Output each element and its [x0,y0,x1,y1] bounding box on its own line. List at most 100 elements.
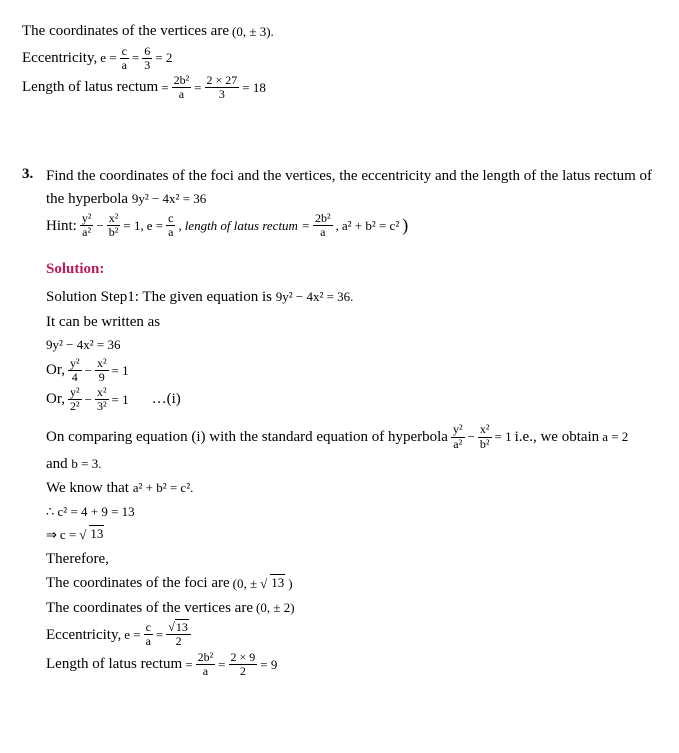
sol-latus: Length of latus rectum = 2b² a = 2 × 9 2… [46,651,657,678]
sol-c: ⇒ c = √13 [46,523,657,546]
frac-num: 2 × 27 [205,74,240,88]
or2-eq: = 1 [112,390,129,410]
ecc-frac-1: c a [144,621,153,648]
step1-eq: 9y² − 4x² = 36. [276,289,354,304]
frac-num: 2b² [313,212,333,226]
frac-den: 3 [205,88,240,101]
hint-latus-text: length of latus rectum = [185,216,310,236]
foci-pre: (0, ± [233,574,257,594]
ecc-rhs: = 2 [155,48,172,68]
frac-den: b² [107,226,121,239]
frac-num: x² [95,357,109,371]
question-body: Find the coordinates of the foci and the… [46,163,657,680]
frac-den: a [172,88,192,101]
sol-or2: Or, y² 2² − x² 3² = 1 …(i) [46,386,657,413]
cmp-text1: On comparing equation (i) with the stand… [46,426,448,449]
know-text: We know that [46,480,133,496]
latus-eq2: = [194,78,201,98]
ecc-mid: = [156,625,163,645]
sol-therefore: Therefore, [46,548,657,571]
cmp-frac-1: y² a² [451,423,465,450]
step1-text: Solution Step1: The given equation is [46,289,276,305]
frac-num: 6 [142,45,152,59]
foci-post: ) [288,574,292,594]
sol-step1: Solution Step1: The given equation is 9y… [46,286,657,309]
sqrt-icon: √ [168,620,175,634]
latus-eq3: = 18 [242,78,266,98]
ecc-frac-1: c a [120,45,129,72]
cmp-text3: and [46,456,71,472]
frac-den: a [166,226,175,239]
c-eq: c = [60,525,76,545]
frac-num: x² [95,386,109,400]
frac-num: 2 × 9 [229,651,258,665]
ecc-mid: = [132,48,139,68]
ecc-lhs: e = [124,625,140,645]
c-sqrt: 13 [89,523,104,546]
top-block: The coordinates of the vertices are (0, … [22,20,657,101]
hint-e: e = [147,216,163,236]
frac-num: √13 [166,621,191,635]
sol-line2: It can be written as [46,311,657,334]
frac-den: a [313,226,333,239]
frac-den: 4 [68,371,82,384]
latus-eq1: = [161,78,168,98]
frac-den: b² [478,438,492,451]
frac-den: a [120,59,129,72]
cmp-a: a = 2 [602,427,628,447]
hint-close: ) [402,212,408,239]
sol-know: We know that a² + b² = c². [46,477,657,500]
q-eq-1: 9y² − 4x² = 36 [132,191,206,206]
latus-frac-1: 2b² a [172,74,192,101]
ecc-frac-2: 6 3 [142,45,152,72]
latus-line: Length of latus rectum = 2b² a = 2 × 27 … [22,74,657,101]
hint-comma2: , [336,216,339,236]
sol-c2: ∴ c² = 4 + 9 = 13 [46,502,657,522]
sqrt-icon: √ [79,525,86,545]
frac-num: 2b² [172,74,192,88]
eccentricity-line: Eccentricity, e = c a = 6 3 = 2 [22,45,657,72]
sol-vertices: The coordinates of the vertices are (0, … [46,597,657,620]
frac-den: 2² [68,400,82,413]
cmp-frac-2: x² b² [478,423,492,450]
ecc-lhs: e = [100,48,116,68]
sol-or1: Or, y² 4 − x² 9 = 1 [46,357,657,384]
hint-abc: a² + b² = c² [342,216,399,236]
frac-den: 3² [95,400,109,413]
frac-num: c [120,45,129,59]
latus-eq1: = [185,655,192,675]
vertices-text: The coordinates of the vertices are [22,20,229,43]
cmp-eq: = 1 [495,427,512,447]
frac-den: a² [80,226,94,239]
latus-label: Length of latus rectum [46,653,182,676]
sol-ecc: Eccentricity, e = c a = √13 2 [46,621,657,648]
or2-minus: − [85,390,92,410]
hint-comma: , [178,216,181,236]
foci-sqrt: 13 [270,572,285,595]
vert-val: (0, ± 2) [256,598,295,618]
latus-eq3: = 9 [260,655,277,675]
c-arrow: ⇒ [46,525,57,545]
cmp-text2: i.e., we obtain [515,426,600,449]
sol-compare-2: and b = 3. [46,453,657,476]
hint-frac-4: 2b² a [313,212,333,239]
frac-num: 2b² [196,651,216,665]
ecc-frac-2: √13 2 [166,621,191,648]
ecc-sqrt-val: 13 [175,619,189,634]
frac-den: 9 [95,371,109,384]
frac-num: x² [107,212,121,226]
sol-foci: The coordinates of the foci are (0, ± √1… [46,572,657,595]
frac-den: a [144,635,153,648]
latus-frac-1: 2b² a [196,651,216,678]
frac-den: a [196,665,216,678]
question-number: 3. [22,163,46,186]
c-sqrt-val: 13 [89,525,104,541]
frac-num: c [166,212,175,226]
hint-minus: − [96,216,103,236]
frac-num: y² [451,423,465,437]
frac-num: y² [80,212,94,226]
vertices-line: The coordinates of the vertices are (0, … [22,20,657,43]
or1-label: Or, [46,359,65,382]
latus-eq2: = [218,655,225,675]
sol-compare: On comparing equation (i) with the stand… [46,423,657,450]
